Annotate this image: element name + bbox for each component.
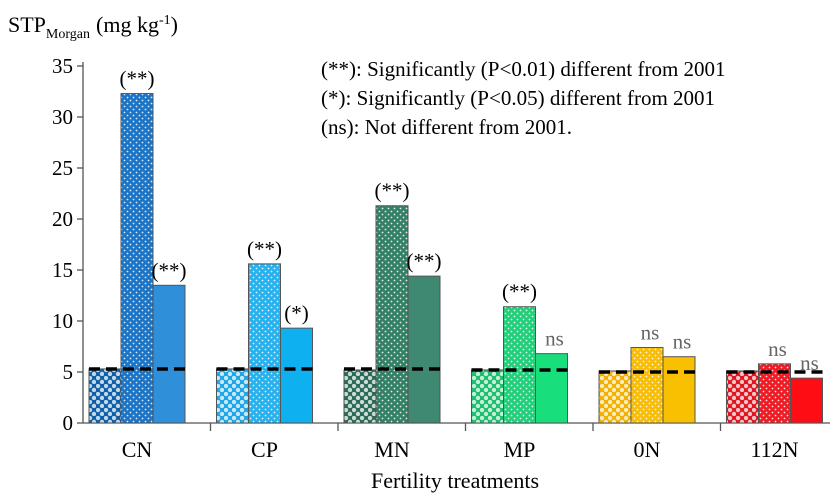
bar-112N-1	[726, 370, 759, 424]
significance-label: ns	[641, 321, 660, 345]
significance-label: (**)	[247, 237, 282, 261]
bar-CN-1	[88, 368, 122, 424]
significance-label: ns	[545, 327, 564, 351]
bar-CP-1	[216, 368, 249, 424]
bar-0N-1	[598, 370, 632, 424]
significance-label: (**)	[502, 280, 537, 304]
x-tick-label: MN	[374, 437, 410, 462]
x-tick-label: MP	[504, 437, 536, 462]
bar-group-MN: (**) (**) MN	[343, 179, 442, 462]
y-tick-label: 10	[52, 309, 73, 333]
x-tick-label: CN	[122, 437, 153, 462]
annotation-ns: (ns): Not different from 2001.	[321, 115, 572, 139]
bar-group-CP: (**) (*) CP	[216, 237, 313, 462]
x-tick-label: 0N	[634, 437, 661, 462]
annotation-p001: (**): Significantly (P<0.01) different f…	[321, 57, 726, 81]
bar-group-CN: (**) (**) CN	[88, 67, 187, 462]
bar-0N-3	[662, 356, 696, 424]
significance-label: (**)	[375, 179, 410, 203]
x-tick-label: CP	[251, 437, 278, 462]
significance-label: ns	[768, 337, 787, 361]
bar-group-0N: ns ns 0N	[598, 321, 696, 462]
significance-label: ns	[673, 330, 692, 354]
annotation-p005: (*): Significantly (P<0.05) different fr…	[321, 86, 715, 110]
bar-CN-2	[120, 93, 154, 424]
y-tick-label: 35	[52, 54, 73, 78]
y-axis-title: STPMorgan (mg kg-1)	[8, 12, 178, 42]
bar-MN-1	[343, 369, 377, 424]
significance-label: ns	[800, 351, 819, 375]
y-tick-label: 30	[52, 105, 73, 129]
bar-MP-3	[535, 353, 568, 424]
bar-112N-3	[790, 377, 823, 424]
x-tick-label: 112N	[750, 437, 798, 462]
bar-CP-3	[280, 327, 313, 424]
bar-group-MP: (**) ns MP	[471, 280, 568, 462]
bar-CN-3	[152, 284, 186, 424]
y-tick-label: 20	[52, 207, 73, 231]
significance-label: (**)	[152, 258, 187, 282]
bar-MP-1	[471, 369, 504, 424]
x-axis-title: Fertility treatments	[371, 468, 539, 493]
y-tick-label: 0	[63, 411, 74, 435]
bar-MN-3	[407, 275, 441, 424]
significance-label: (**)	[120, 67, 155, 91]
bar-CP-2	[248, 263, 281, 424]
plot-area: 05101520253035(**)(**)CN(**)(*)CP(**)(**…	[52, 54, 830, 462]
bar-MP-2	[503, 306, 536, 424]
bar-MN-2	[375, 205, 409, 424]
significance-label: (**)	[407, 249, 442, 273]
bar-0N-2	[630, 347, 664, 424]
y-tick-label: 15	[52, 258, 73, 282]
significance-label: (*)	[284, 301, 309, 325]
y-tick-label: 5	[63, 360, 74, 384]
y-tick-label: 25	[52, 156, 73, 180]
